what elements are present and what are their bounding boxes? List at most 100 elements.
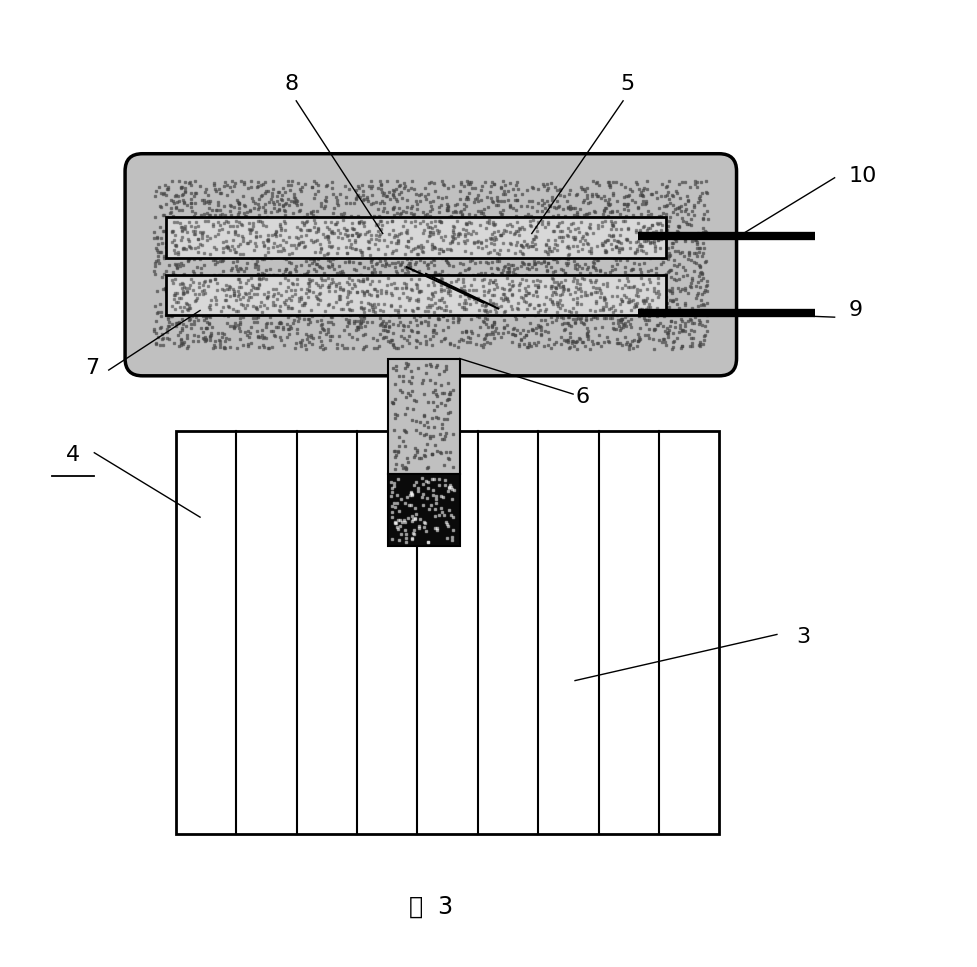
Point — [536, 179, 552, 194]
Point — [522, 297, 537, 312]
Point — [220, 299, 235, 314]
Point — [409, 247, 425, 262]
Point — [614, 292, 629, 308]
Point — [576, 230, 592, 246]
Point — [334, 218, 350, 233]
Point — [616, 196, 632, 212]
Point — [436, 244, 451, 259]
Point — [566, 270, 581, 285]
Point — [430, 190, 446, 205]
Point — [340, 221, 356, 237]
Point — [198, 217, 214, 232]
Point — [487, 243, 502, 258]
Point — [408, 475, 424, 490]
Point — [555, 278, 571, 294]
Point — [691, 194, 706, 210]
Point — [641, 296, 657, 311]
Point — [359, 270, 374, 285]
Point — [461, 214, 477, 229]
Point — [469, 190, 485, 206]
Point — [388, 515, 404, 531]
Point — [510, 322, 526, 337]
Point — [280, 173, 296, 189]
Point — [164, 316, 180, 332]
Point — [201, 299, 217, 314]
Point — [288, 291, 304, 307]
Point — [412, 414, 428, 429]
Point — [384, 280, 400, 296]
Point — [537, 323, 553, 338]
Point — [150, 252, 166, 268]
Point — [320, 258, 336, 274]
Point — [149, 336, 164, 351]
Point — [366, 293, 382, 308]
Point — [372, 303, 388, 318]
Point — [419, 437, 435, 453]
Point — [284, 245, 300, 260]
Point — [467, 191, 483, 207]
Point — [480, 255, 495, 271]
Point — [383, 332, 399, 347]
Point — [615, 288, 630, 304]
Point — [416, 408, 432, 424]
Text: 4: 4 — [66, 445, 80, 465]
Point — [159, 182, 175, 197]
Point — [363, 297, 379, 312]
Point — [175, 311, 191, 327]
Point — [588, 286, 604, 302]
Point — [659, 188, 675, 203]
Point — [226, 226, 241, 242]
Point — [478, 331, 493, 346]
Point — [455, 333, 471, 348]
Point — [185, 285, 200, 301]
Point — [211, 267, 227, 282]
Point — [230, 271, 245, 286]
Point — [366, 307, 382, 322]
Point — [618, 271, 634, 286]
Point — [588, 242, 604, 257]
Point — [612, 207, 627, 222]
Point — [429, 520, 445, 536]
Point — [282, 240, 298, 255]
Point — [559, 274, 574, 289]
Point — [428, 491, 444, 507]
Point — [523, 294, 538, 309]
Point — [223, 338, 238, 354]
Point — [392, 299, 407, 314]
Point — [684, 300, 700, 315]
Point — [357, 226, 372, 242]
Point — [604, 220, 619, 236]
Point — [454, 234, 470, 249]
Point — [269, 224, 284, 240]
Point — [458, 222, 474, 238]
Point — [175, 192, 191, 208]
Point — [229, 269, 244, 284]
Point — [580, 331, 596, 346]
Point — [489, 282, 505, 298]
Point — [253, 271, 269, 286]
Point — [244, 221, 260, 237]
Point — [572, 224, 587, 240]
Point — [233, 316, 248, 332]
Point — [228, 272, 243, 287]
Point — [624, 192, 640, 208]
Point — [561, 304, 576, 319]
Point — [218, 213, 234, 228]
Point — [565, 274, 580, 289]
Point — [273, 314, 288, 330]
Point — [266, 307, 281, 322]
Point — [198, 244, 214, 259]
Point — [370, 217, 386, 232]
Point — [588, 187, 604, 202]
Point — [534, 222, 550, 238]
Point — [234, 216, 249, 231]
Point — [483, 231, 498, 247]
Point — [519, 304, 534, 319]
Point — [351, 209, 366, 224]
Point — [381, 323, 397, 338]
Point — [164, 224, 180, 240]
Point — [287, 190, 303, 206]
Point — [526, 180, 541, 195]
Point — [362, 297, 378, 312]
Point — [329, 245, 345, 260]
